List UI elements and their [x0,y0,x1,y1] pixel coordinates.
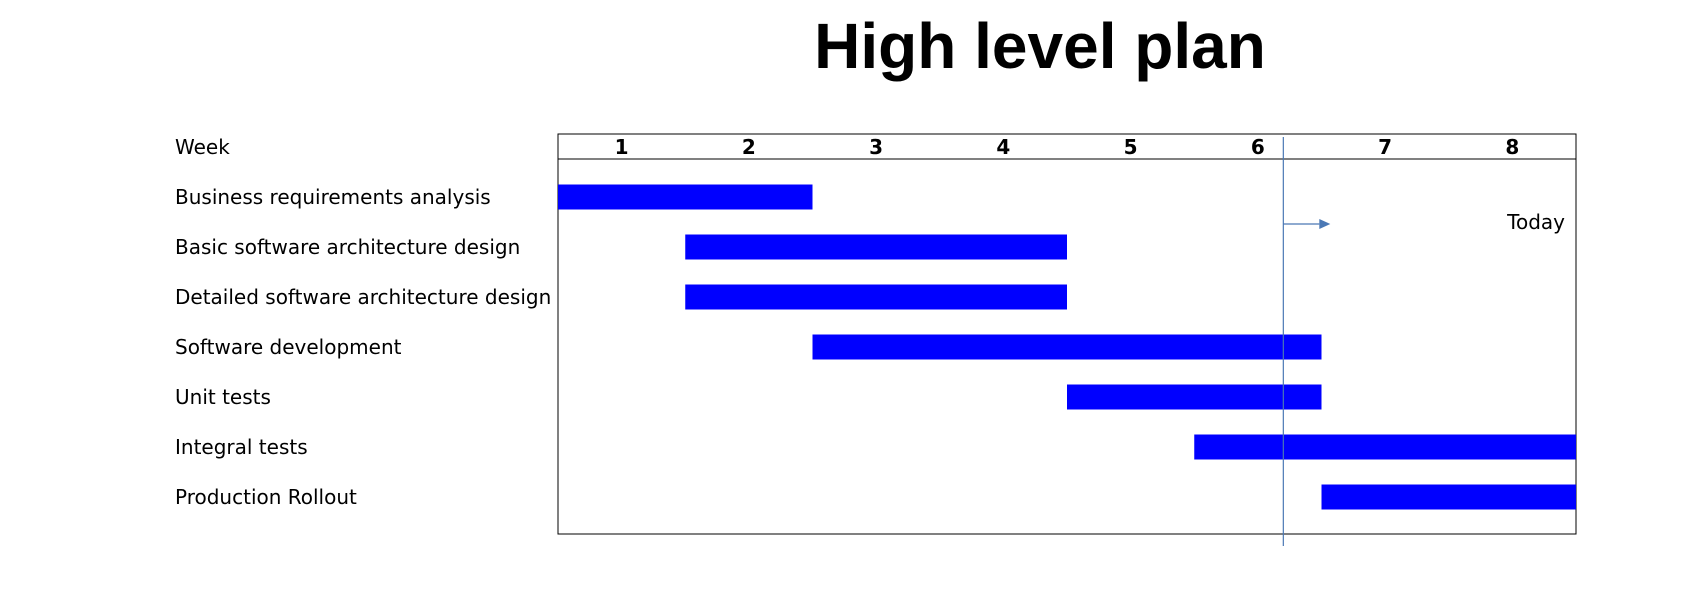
week-ticks: 1 2 3 4 5 6 7 8 [615,135,1520,159]
week-tick-label: 2 [742,135,756,159]
task-label: Basic software architecture design [175,235,520,259]
task-label: Unit tests [175,385,271,409]
task-label: Detailed software architecture design [175,285,551,309]
week-tick-label: 3 [869,135,883,159]
task-bar [812,334,1322,360]
week-tick-label: 1 [615,135,629,159]
week-axis-label: Week [175,135,230,159]
week-tick-label: 7 [1378,135,1392,159]
plot-border [557,133,1577,535]
task-label: Business requirements analysis [175,185,491,209]
task-bars [558,184,1576,510]
task-bar [1194,434,1576,460]
week-tick-label: 8 [1505,135,1519,159]
plot-frame [557,133,1577,535]
task-bar [1321,484,1576,510]
task-label: Software development [175,335,402,359]
task-label: Production Rollout [175,485,357,509]
week-tick-label: 4 [996,135,1010,159]
chart-title: High level plan [814,10,1266,82]
task-bar [685,284,1067,310]
week-tick-label: 5 [1124,135,1138,159]
today-marker: Today [1282,137,1565,546]
task-label: Integral tests [175,435,308,459]
today-arrowhead [1319,219,1331,229]
today-label: Today [1506,210,1565,234]
task-bar [558,184,813,210]
week-tick-label: 6 [1251,135,1265,159]
task-bar [1067,384,1322,410]
task-labels: Business requirements analysis Basic soft… [175,185,551,509]
task-bar [685,234,1067,260]
